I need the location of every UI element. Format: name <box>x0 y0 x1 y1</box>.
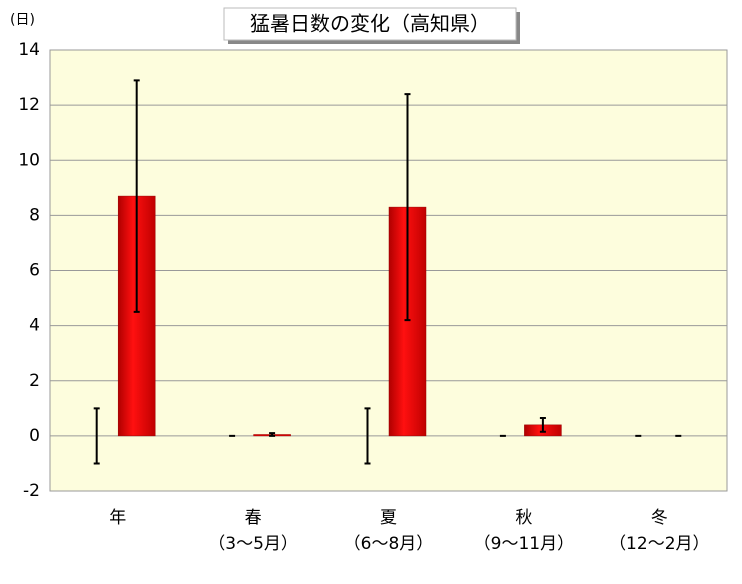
y-tick-label: 0 <box>29 426 40 446</box>
chart-title: 猛暑日数の変化（高知県） <box>250 12 490 36</box>
y-tick-label: 10 <box>18 150 40 170</box>
x-tick-label: （12～2月） <box>609 534 709 554</box>
x-tick-label: 夏 <box>380 508 397 528</box>
x-tick-label: 秋 <box>515 508 532 528</box>
title-box <box>223 7 517 41</box>
y-tick-label: 2 <box>29 371 40 391</box>
x-tick-label: 年 <box>109 508 126 528</box>
x-tick-label: 冬 <box>651 508 668 528</box>
y-tick-label: 14 <box>18 40 40 60</box>
x-tick-label: （9～11月） <box>474 534 574 554</box>
x-tick-label: （3～5月） <box>208 534 298 554</box>
y-tick-label: 4 <box>29 316 40 336</box>
y-tick-label: 6 <box>29 261 40 281</box>
y-unit: (日) <box>10 12 35 28</box>
x-tick-label: （6～8月） <box>344 534 434 554</box>
error-bar <box>539 416 546 433</box>
y-tick-label: 8 <box>29 205 40 225</box>
error-bar <box>133 79 140 313</box>
error-bar <box>364 407 371 465</box>
y-tick-label: -2 <box>23 481 40 501</box>
error-bar <box>404 93 411 322</box>
error-bar <box>93 407 100 465</box>
error-bar <box>269 432 276 437</box>
x-tick-label: 春 <box>245 508 262 528</box>
y-tick-label: 12 <box>18 95 40 115</box>
